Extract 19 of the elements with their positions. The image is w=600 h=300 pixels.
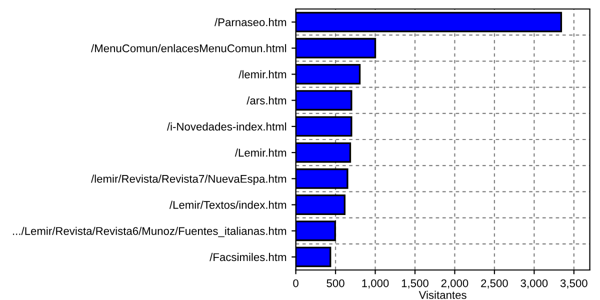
y-tick-label: /lemir/Revista/Revista7/NuevaEspa.htm xyxy=(91,174,286,185)
x-tick-label: 3,000 xyxy=(520,279,548,288)
x-axis-title: Visitantes xyxy=(418,290,466,299)
y-tick-label: /Parnaseo.htm xyxy=(214,18,286,26)
y-tick-label: /i-Novedades-index.html xyxy=(166,122,286,131)
x-tick-label: 1,500 xyxy=(402,279,428,288)
y-tick-label: .../Lemir/Revista/Revista6/Munoz/Fuentes_italianas.htm xyxy=(12,226,286,238)
y-tick-label: /lemir.htm xyxy=(238,70,286,78)
x-tick-label: 3,500 xyxy=(560,279,588,288)
y-tick-label: /Lemir/Textos/index.htm xyxy=(169,200,286,209)
x-tick-label: 2,000 xyxy=(441,279,468,288)
x-tick-label: 0 xyxy=(293,279,298,288)
y-tick-label: /ars.htm xyxy=(246,96,286,104)
y-tick-label: /MenuComun/enlacesMenuComun.html xyxy=(91,44,286,52)
x-tick-label: 1,000 xyxy=(362,279,389,288)
x-tick-label: 2,500 xyxy=(481,279,508,288)
y-tick-label: /Facsimiles.htm xyxy=(210,252,286,262)
y-tick-label: /Lemir.htm xyxy=(234,148,286,157)
x-tick-label: 500 xyxy=(326,279,344,288)
